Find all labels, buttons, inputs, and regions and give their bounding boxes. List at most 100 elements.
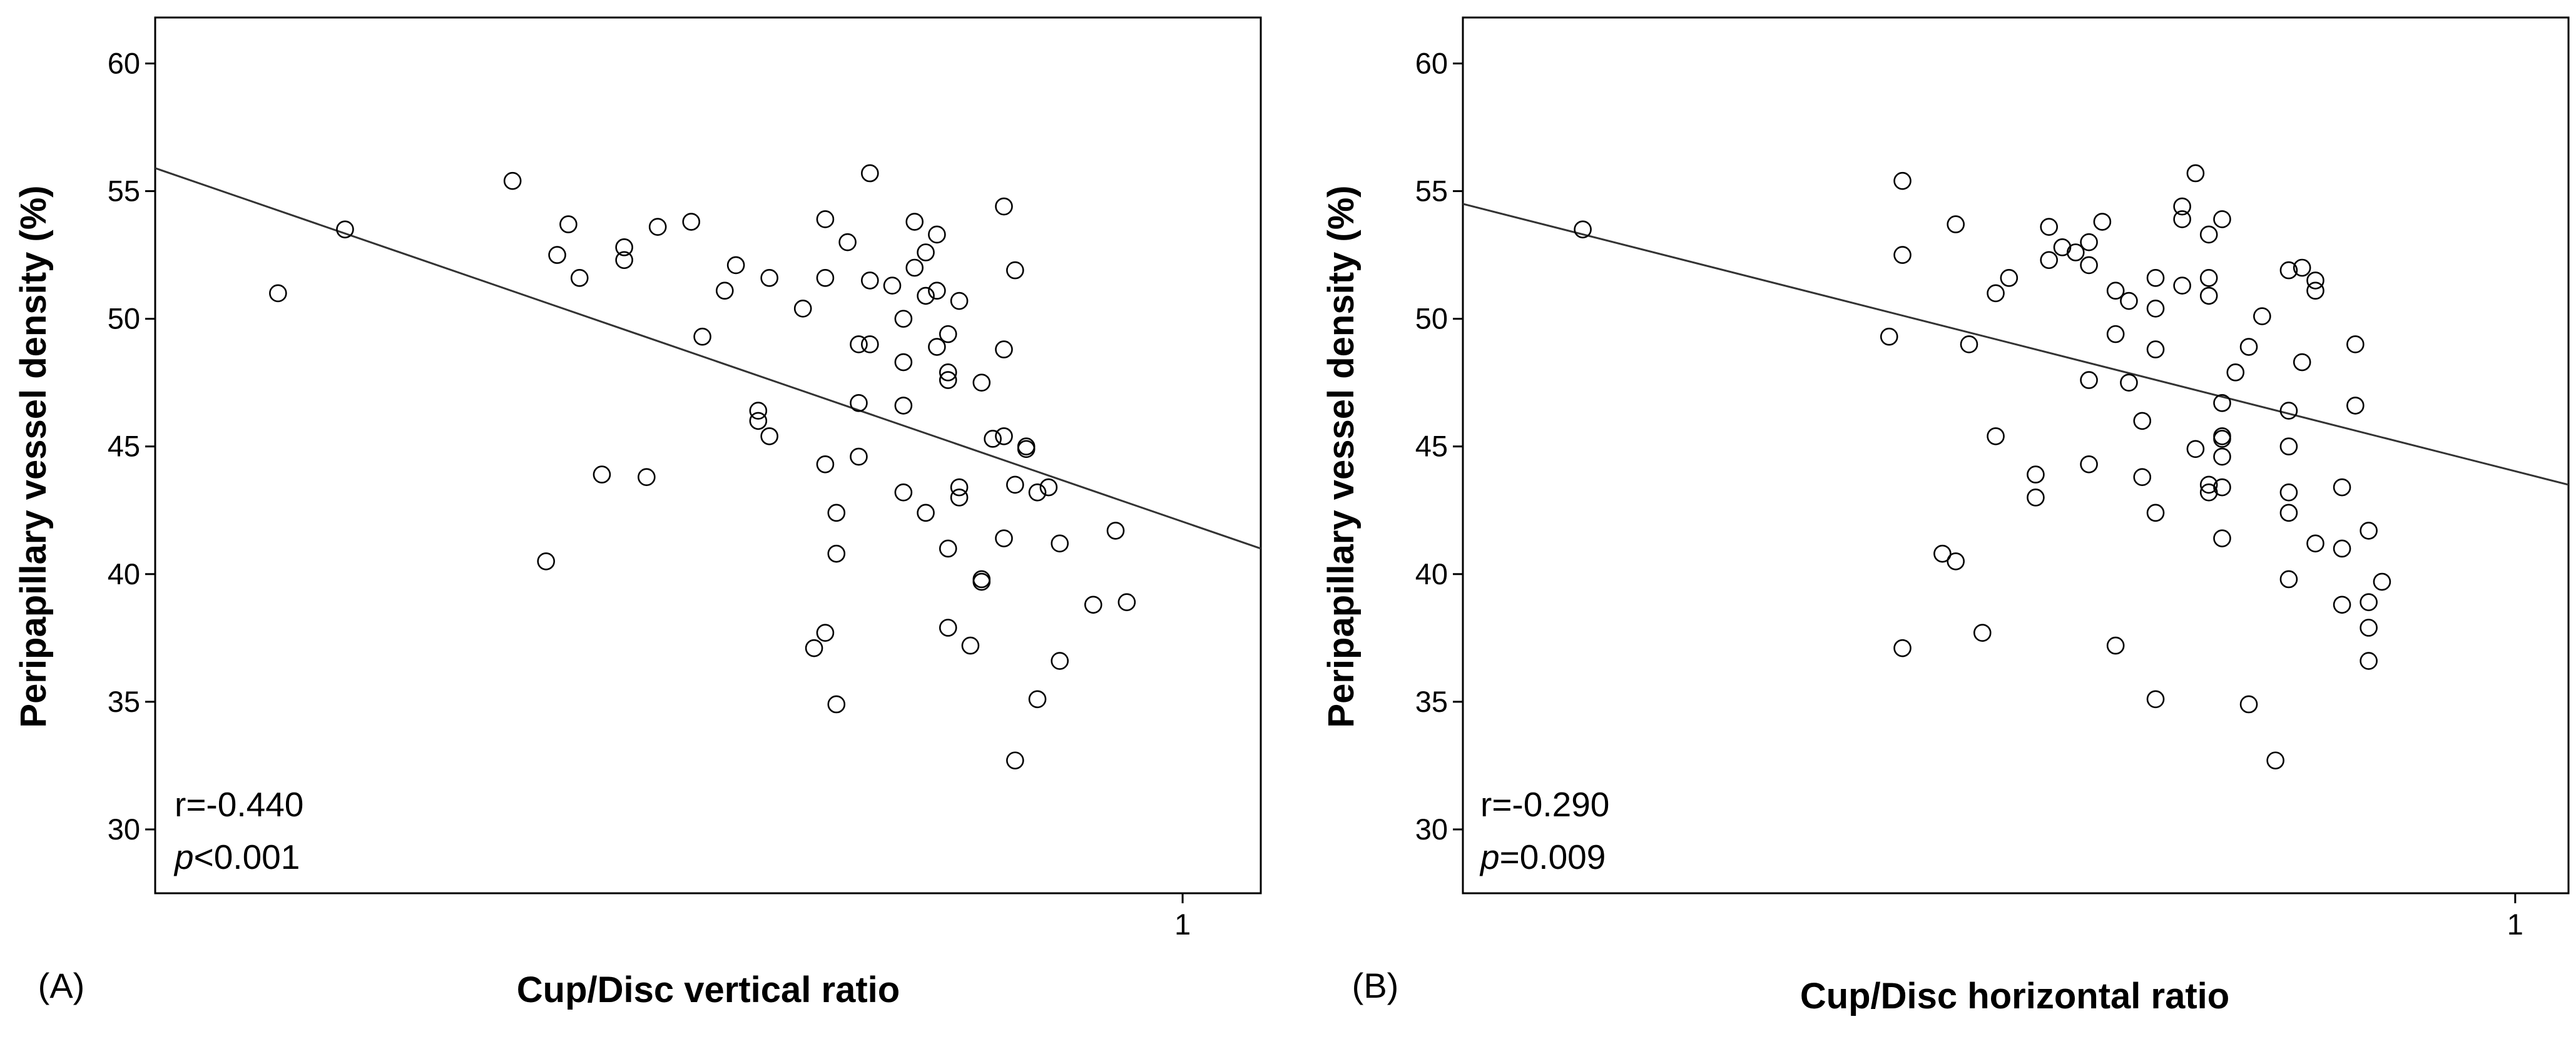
panel-b-data-point: [2106, 636, 2125, 655]
panel-b-data-point: [2213, 478, 2231, 497]
panel-a-data-point: [805, 639, 823, 657]
panel-b-data-point: [2360, 522, 2378, 540]
panel-b-data-point: [2080, 371, 2098, 389]
panel-a-p-value: p<0.001: [173, 838, 300, 876]
panel-b-data-point: [1574, 220, 1592, 239]
panel-b-data-point: [2266, 751, 2284, 770]
panel-a-data-point: [838, 233, 857, 251]
panel-a-x-axis-title: Cup/Disc vertical ratio: [517, 970, 900, 1010]
panel-b-label: (B): [1352, 966, 1399, 1005]
panel-b-data-point: [1893, 639, 1912, 657]
panel-b-data-point: [2027, 465, 2045, 484]
panel-a-y-tick-label: 35: [108, 685, 140, 718]
panel-b-data-point: [2279, 402, 2298, 420]
panel-b-r-value: r=-0.290: [1480, 785, 1609, 824]
panel-b-data-point: [2279, 570, 2298, 589]
panel-a-data-point: [883, 276, 902, 295]
panel-a-data-point: [749, 402, 768, 420]
panel-a-data-point: [537, 552, 555, 570]
panel-a-data-point: [1028, 483, 1047, 502]
panel-b-data-point: [2146, 690, 2165, 709]
panel-a-data-point: [894, 353, 913, 372]
panel-a-label: (A): [38, 966, 85, 1005]
panel-b-fit-line: [1462, 203, 2569, 486]
panel-a-x-axis: 1: [1174, 893, 1191, 941]
panel-b-data-point: [1893, 246, 1912, 264]
panel-a-data-point: [760, 269, 778, 287]
panel-a-data-point: [905, 213, 924, 231]
panel-a-data-point: [1006, 751, 1024, 770]
panel-b-data-point: [2080, 256, 2098, 275]
panel-b-data-point: [2199, 286, 2218, 305]
panel-b-data-point: [2199, 483, 2218, 502]
panel-b-data-point: [2199, 475, 2218, 494]
panel-a-p-number: <0.001: [194, 838, 300, 876]
panel-a-data-point: [905, 258, 924, 277]
panel-b-x-axis-title: Cup/Disc horizontal ratio: [1800, 976, 2229, 1016]
panel-a-data-point: [961, 636, 980, 655]
panel-a-data-point: [995, 197, 1013, 216]
panel-b-y-tick-label: 50: [1415, 302, 1448, 335]
panel-a-data-point: [827, 695, 846, 714]
panel-a-data-point: [850, 335, 868, 353]
panel-a-data-point: [548, 246, 566, 264]
panel-a-data-point: [950, 478, 969, 497]
panel-b-data-point: [2253, 307, 2271, 325]
panel-a-data-point: [638, 468, 656, 486]
panel-b-data-point: [2279, 504, 2298, 522]
panel-a-data-point: [939, 619, 957, 637]
panel-b-data-point: [2213, 447, 2231, 466]
panel-a-data-point: [850, 394, 868, 412]
panel-a-data-point: [648, 218, 667, 236]
panel-b-data-point: [2173, 197, 2191, 216]
panel-a-y-axis-title: Peripapillary vessel density (%): [13, 185, 54, 727]
panel-b-data-point: [2333, 478, 2351, 497]
panel-b-x-tick-label: 1: [2507, 908, 2523, 941]
panel-a-plot-frame: [154, 16, 1262, 895]
panel-a-data-point: [995, 529, 1013, 547]
panel-b-data-point: [2186, 164, 2205, 183]
panel-b-data-point: [2279, 437, 2298, 456]
panel-b-plot-frame: [1462, 16, 2570, 895]
panel-b-data-point: [1973, 624, 1992, 642]
panel-a-data-point: [928, 281, 946, 300]
panel-b-data-point: [2213, 210, 2231, 228]
panel-b-data-point: [2093, 213, 2112, 231]
panel-a-data-point: [1028, 690, 1047, 709]
panel-a-data-point: [928, 338, 946, 356]
panel-a-data-point: [1106, 522, 1125, 540]
panel-a-data-point: [984, 430, 1002, 448]
panel-b-data-point: [2199, 269, 2218, 287]
panel-b-data-point: [2173, 210, 2191, 228]
panel-b-data-point: [2333, 539, 2351, 558]
panel-a-data-point: [1051, 652, 1069, 670]
panel-a-data-point: [1084, 596, 1102, 614]
panel-a-data-point: [559, 215, 578, 233]
panel-a-data-point: [503, 171, 522, 190]
panel-b-data-point: [2106, 281, 2125, 300]
panel-b-data-point: [2346, 397, 2365, 415]
panel-b-y-tick-label: 30: [1415, 813, 1448, 846]
panel-b-data-point: [2186, 440, 2205, 459]
panel-b-data-point: [2279, 261, 2298, 280]
panel-b-data-point: [1947, 215, 1965, 233]
panel-a-data-point: [928, 225, 946, 244]
panel-a-data-point: [950, 489, 969, 507]
panel-a-y-tick-label: 50: [108, 302, 140, 335]
panel-a-data-point: [917, 286, 935, 305]
panel-a-data-point: [760, 427, 778, 445]
panel-b-y-tick-label: 45: [1415, 430, 1448, 463]
panel-a-y-tick-label: 40: [108, 557, 140, 590]
panel-a-data-point: [995, 340, 1013, 358]
panel-a-y-tick-label: 55: [108, 175, 140, 208]
panel-a-data-point: [816, 269, 835, 287]
panel-a-data-point: [939, 371, 957, 389]
panel-b-data-point: [2027, 489, 2045, 507]
panel-a-data-point: [1039, 478, 1058, 497]
panel-b-y-tick-label: 40: [1415, 557, 1448, 590]
panel-a-data-point: [816, 455, 835, 474]
panel-b-data-point: [2360, 593, 2378, 611]
panel-a-data-point: [749, 412, 768, 430]
panel-b-x-axis: 1: [2507, 893, 2523, 941]
